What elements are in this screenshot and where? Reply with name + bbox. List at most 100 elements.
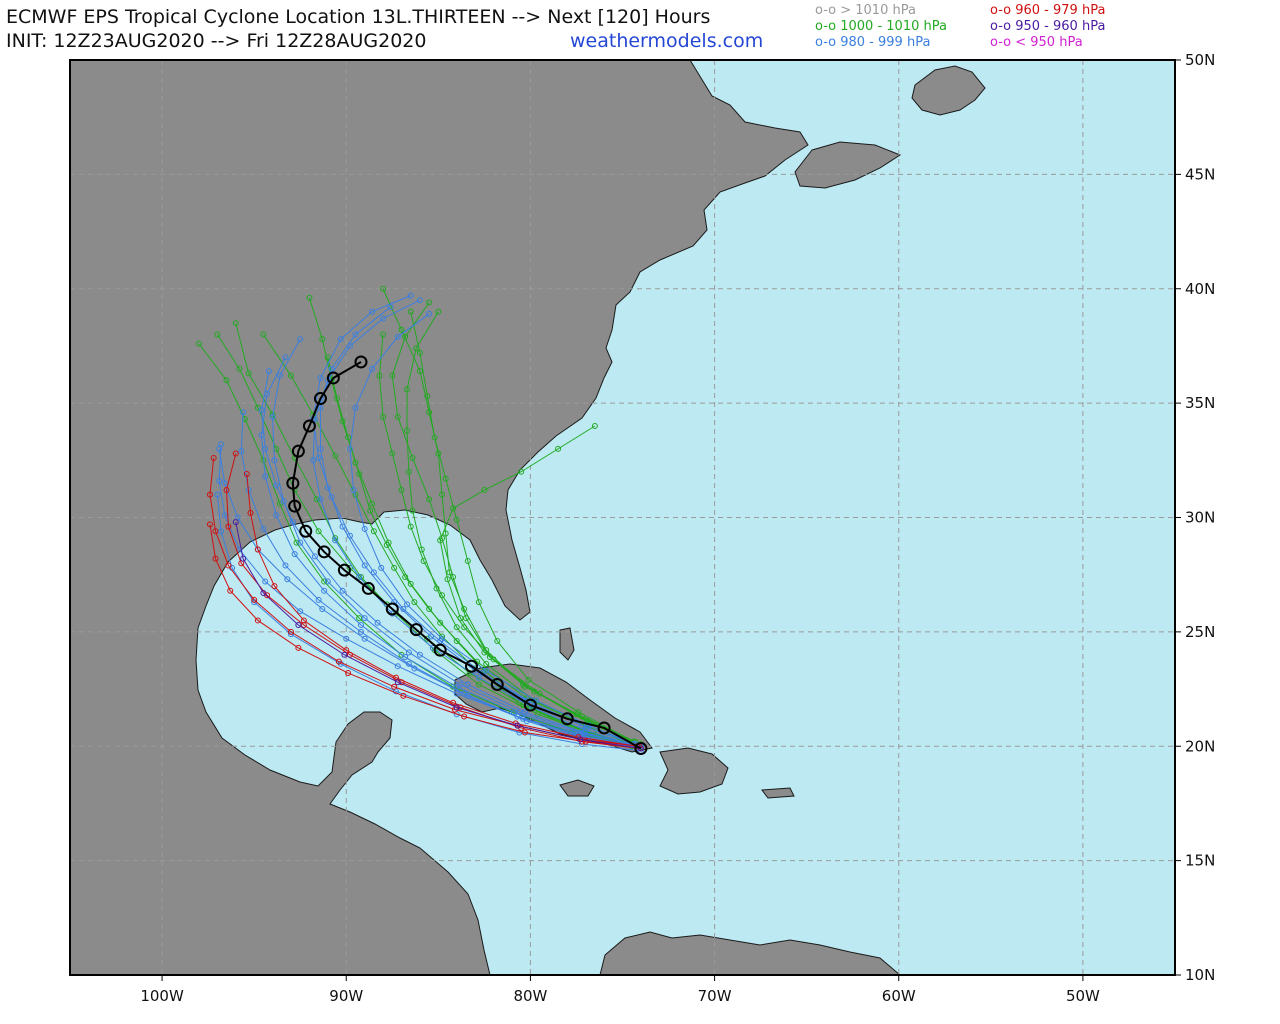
ensemble-track-point bbox=[319, 336, 326, 343]
ensemble-track-point bbox=[210, 455, 217, 462]
ensemble-track-point bbox=[369, 500, 376, 507]
ensemble-track-point bbox=[317, 445, 324, 452]
ensemble-track-point bbox=[291, 551, 298, 558]
ensemble-track-point bbox=[431, 434, 438, 441]
ensemble-track-point bbox=[426, 409, 433, 416]
mean-track-point bbox=[464, 659, 478, 673]
land-nova-scotia bbox=[794, 141, 902, 189]
x-axis-ticks: 100W 90W 80W 70W 60W 50W bbox=[140, 975, 1100, 1005]
ensemble-track-point bbox=[426, 496, 433, 503]
ensemble-track-point bbox=[407, 292, 414, 299]
ensemble-track-line bbox=[349, 313, 642, 747]
ensemble-track-point bbox=[427, 633, 434, 640]
ensemble-track-point bbox=[317, 496, 324, 503]
ensemble-track-point bbox=[315, 455, 322, 462]
mean-track-point bbox=[523, 698, 537, 712]
ensemble-track-point bbox=[254, 617, 261, 624]
ensemble-track-point bbox=[223, 377, 230, 384]
ensemble-track-point bbox=[315, 596, 322, 603]
legend-item-gt1010: o-o > 1010 hPa bbox=[815, 3, 947, 19]
ensemble-track-point bbox=[531, 688, 538, 695]
ensemble-track-point bbox=[332, 452, 339, 459]
ensemble-track-point bbox=[254, 546, 261, 553]
mean-track-point bbox=[302, 419, 316, 433]
ensemble-track-point bbox=[387, 304, 394, 311]
ensemble-track-point bbox=[361, 525, 368, 532]
mean-track-point bbox=[337, 563, 351, 577]
ensemble-track-point bbox=[243, 471, 250, 478]
ensemble-track-line bbox=[312, 295, 642, 747]
ensemble-track-point bbox=[402, 654, 409, 661]
ensemble-track-point bbox=[450, 573, 457, 580]
brand-link[interactable]: weathermodels.com bbox=[570, 30, 764, 52]
ensemble-track-point bbox=[516, 708, 523, 715]
ensemble-track-point bbox=[374, 619, 381, 626]
title-line-1: ECMWF EPS Tropical Cyclone Location 13L.… bbox=[6, 6, 711, 28]
ensemble-track-point bbox=[380, 413, 387, 420]
mean-track-point bbox=[288, 499, 302, 513]
ensemble-track-point bbox=[293, 539, 300, 546]
mean-track-point bbox=[326, 371, 340, 385]
ensemble-track-point bbox=[339, 587, 346, 594]
ensemble-track-point bbox=[284, 576, 291, 583]
ensemble-track-point bbox=[416, 349, 423, 356]
ensemble-track-point bbox=[260, 589, 267, 596]
ensemble-track-point bbox=[271, 457, 278, 464]
ensemble-track-point bbox=[369, 365, 376, 372]
ensemble-track-point bbox=[295, 644, 302, 651]
ensemble-track-point bbox=[339, 523, 346, 530]
ensemble-track-point bbox=[282, 354, 289, 361]
ensemble-track-point bbox=[405, 468, 412, 475]
ensemble-track-point bbox=[453, 704, 460, 711]
ensemble-track-point bbox=[297, 336, 304, 343]
ensemble-track-point bbox=[227, 587, 234, 594]
ensemble-track-point bbox=[418, 546, 425, 553]
ensemble-track-point bbox=[407, 523, 414, 530]
ensemble-track-point bbox=[332, 537, 339, 544]
ensemble-track-point bbox=[339, 418, 346, 425]
ensemble-track-point bbox=[439, 491, 446, 498]
ensemble-track-point bbox=[577, 736, 584, 743]
y-tick-label: 35N bbox=[1185, 394, 1215, 412]
ensemble-track-point bbox=[260, 331, 267, 338]
ensemble-track-point bbox=[416, 297, 423, 304]
ensemble-track-line bbox=[246, 473, 638, 747]
ensemble-track-point bbox=[273, 482, 280, 489]
ensemble-track-point bbox=[405, 660, 412, 667]
legend-label: 950 - 960 hPa bbox=[1015, 19, 1106, 34]
ensemble-track-point bbox=[402, 333, 409, 340]
ensemble-track-point bbox=[394, 413, 401, 420]
ensemble-track-point bbox=[297, 539, 304, 546]
ensemble-track-point bbox=[573, 711, 580, 718]
legend-item-lt950: o-o < 950 hPa bbox=[990, 35, 1105, 51]
ensemble-track-point bbox=[481, 487, 488, 494]
y-tick-label: 30N bbox=[1185, 509, 1215, 527]
x-tick-label: 100W bbox=[140, 987, 184, 1005]
ensemble-track-point bbox=[352, 404, 359, 411]
ensemble-track-point bbox=[345, 670, 352, 677]
ensemble-track-point bbox=[346, 445, 353, 452]
x-tick-label: 50W bbox=[1066, 987, 1100, 1005]
ensemble-track-point bbox=[475, 674, 482, 681]
ensemble-track-point bbox=[350, 487, 357, 494]
x-tick-label: 80W bbox=[513, 987, 547, 1005]
ensemble-track-line bbox=[218, 448, 641, 750]
ensemble-track-point bbox=[439, 535, 446, 542]
ensemble-track-point bbox=[435, 308, 442, 315]
ensemble-track-line bbox=[226, 453, 641, 750]
mean-track bbox=[286, 355, 648, 756]
ensemble-track-point bbox=[195, 340, 202, 347]
ensemble-track-point bbox=[389, 372, 396, 379]
ensemble-track-point bbox=[300, 617, 307, 624]
ensemble-track-point bbox=[582, 727, 589, 734]
y-axis-ticks: 50N 45N 40N 35N 30N 25N 20N 15N 10N bbox=[1175, 51, 1215, 984]
ensemble-track-point bbox=[380, 315, 387, 322]
ensemble-track-point bbox=[426, 606, 433, 612]
ensemble-track-point bbox=[225, 523, 232, 530]
ensemble-track-point bbox=[221, 512, 228, 519]
ensemble-track-point bbox=[321, 587, 328, 594]
ensemble-track-point bbox=[328, 493, 335, 500]
ensemble-track-point bbox=[494, 638, 501, 645]
mean-track-point bbox=[597, 721, 611, 735]
ensemble-track-line bbox=[218, 444, 638, 747]
